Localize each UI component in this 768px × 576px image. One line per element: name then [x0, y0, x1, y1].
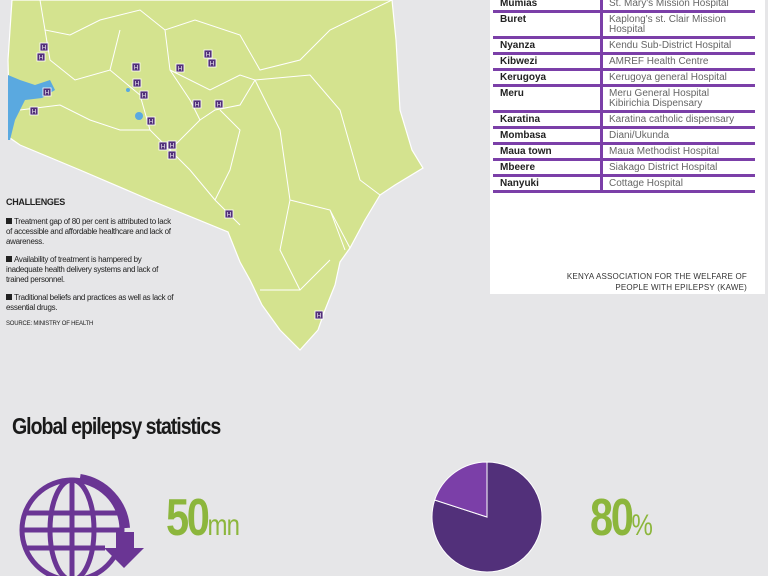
bullet-icon [6, 256, 12, 262]
svg-text:H: H [170, 144, 174, 150]
svg-text:H: H [142, 94, 146, 100]
hospital-marker-icon: H [42, 87, 52, 97]
hospital-cell: Kaplong's st. Clair Mission Hospital [601, 11, 755, 39]
pie-chart-80-percent [431, 461, 543, 573]
table-row: Karatina Karatina catholic dispensary [493, 111, 755, 129]
table-footer: KENYA ASSOCIATION FOR THE WELFARE OF PEO… [566, 272, 747, 292]
hospital-cell: Maua Methodist Hospital [601, 143, 755, 161]
table-row: Mumias St. Mary's Mission Hospital [493, 0, 755, 13]
challenge-item: Availability of treatment is hampered by… [6, 255, 159, 284]
town-cell: Mbeere [493, 159, 603, 177]
svg-text:H: H [170, 154, 174, 160]
svg-text:H: H [206, 53, 210, 59]
hospital-marker-icon: H [214, 99, 224, 109]
town-cell: Mumias [493, 0, 603, 13]
hospital-cell: St. Mary's Mission Hospital [601, 0, 755, 13]
table-row: Maua town Maua Methodist Hospital [493, 143, 755, 161]
town-cell: Mombasa [493, 127, 603, 145]
svg-text:H: H [149, 120, 153, 126]
svg-text:H: H [217, 103, 221, 109]
challenges-panel: CHALLENGES Treatment gap of 80 per cent … [6, 197, 176, 327]
table-row: Buret Kaplong's st. Clair Mission Hospita… [493, 11, 755, 39]
hospital-cell: AMREF Health Centre [601, 53, 755, 71]
table-row: Kerugoya Kerugoya general Hospital [493, 69, 755, 87]
hospital-marker-icon: H [167, 140, 177, 150]
stat-80-percent: 80% [590, 489, 653, 547]
hospital-cell: Kerugoya general Hospital [601, 69, 755, 87]
hospital-cell: Siakago District Hospital [601, 159, 755, 177]
table-row: Nanyuki Cottage Hospital [493, 175, 755, 193]
svg-text:H: H [210, 62, 214, 68]
stat-50mn: 50mn [166, 489, 240, 547]
hospital-marker-icon: H [224, 209, 234, 219]
clinics-table: Mumias St. Mary's Mission Hospital Buret Ka… [493, 0, 755, 193]
bullet-icon [6, 294, 12, 300]
hospital-cell: Meru General Hospital Kibirichia Dispens… [601, 85, 755, 113]
hospital-marker-icon: H [39, 42, 49, 52]
town-cell: Kibwezi [493, 53, 603, 71]
hospital-cell: Diani/Ukunda [601, 127, 755, 145]
globe-download-icon [19, 474, 144, 576]
hospital-cell: Karatina catholic dispensary [601, 111, 755, 129]
svg-text:H: H [32, 110, 36, 116]
svg-text:H: H [134, 66, 138, 72]
table-row: Nyanza Kendu Sub-District Hospital [493, 37, 755, 55]
hospital-marker-icon: H [139, 90, 149, 100]
hospital-marker-icon: H [146, 116, 156, 126]
table-row: Kibwezi AMREF Health Centre [493, 53, 755, 71]
challenge-item: Traditional beliefs and practices as wel… [6, 293, 174, 312]
clinics-table-panel: Mumias St. Mary's Mission Hospital Buret Ka… [490, 0, 765, 294]
hospital-marker-icon: H [36, 52, 46, 62]
challenge-item: Treatment gap of 80 per cent is attribut… [6, 217, 171, 246]
hospital-cell: Cottage Hospital [601, 175, 755, 193]
town-cell: Buret [493, 11, 603, 39]
svg-text:H: H [135, 82, 139, 88]
town-cell: Karatina [493, 111, 603, 129]
svg-text:H: H [227, 213, 231, 219]
hospital-marker-icon: H [132, 78, 142, 88]
table-row: Mbeere Siakago District Hospital [493, 159, 755, 177]
section-title: Global epilepsy statistics [12, 413, 221, 439]
bullet-icon [6, 218, 12, 224]
lake [135, 112, 143, 120]
pie-slice-minor [434, 461, 488, 518]
kenya-land [7, 0, 424, 351]
hospital-marker-icon: H [167, 150, 177, 160]
table-row: Meru Meru General Hospital Kibirichia Dis… [493, 85, 755, 113]
hospital-marker-icon: H [175, 63, 185, 73]
svg-text:H: H [317, 314, 321, 320]
town-cell: Meru [493, 85, 603, 113]
svg-text:H: H [178, 67, 182, 73]
challenges-title: CHALLENGES [6, 197, 66, 207]
lake [126, 88, 130, 92]
table-row: Mombasa Diani/Ukunda [493, 127, 755, 145]
town-cell: Nyanza [493, 37, 603, 55]
source-note: SOURCE: MINISTRY OF HEALTH [6, 321, 94, 327]
hospital-cell: Kendu Sub-District Hospital [601, 37, 755, 55]
hospital-marker-icon: H [192, 99, 202, 109]
town-cell: Nanyuki [493, 175, 603, 193]
svg-text:H: H [42, 46, 46, 52]
town-cell: Kerugoya [493, 69, 603, 87]
hospital-marker-icon: H [131, 62, 141, 72]
svg-text:H: H [39, 56, 43, 62]
svg-text:H: H [45, 91, 49, 97]
hospital-marker-icon: H [314, 310, 324, 320]
hospital-marker-icon: H [207, 58, 217, 68]
hospital-marker-icon: H [203, 49, 213, 59]
town-cell: Maua town [493, 143, 603, 161]
svg-text:H: H [161, 145, 165, 151]
hospital-marker-icon: H [158, 141, 168, 151]
hospital-marker-icon: H [29, 106, 39, 116]
svg-text:H: H [195, 103, 199, 109]
